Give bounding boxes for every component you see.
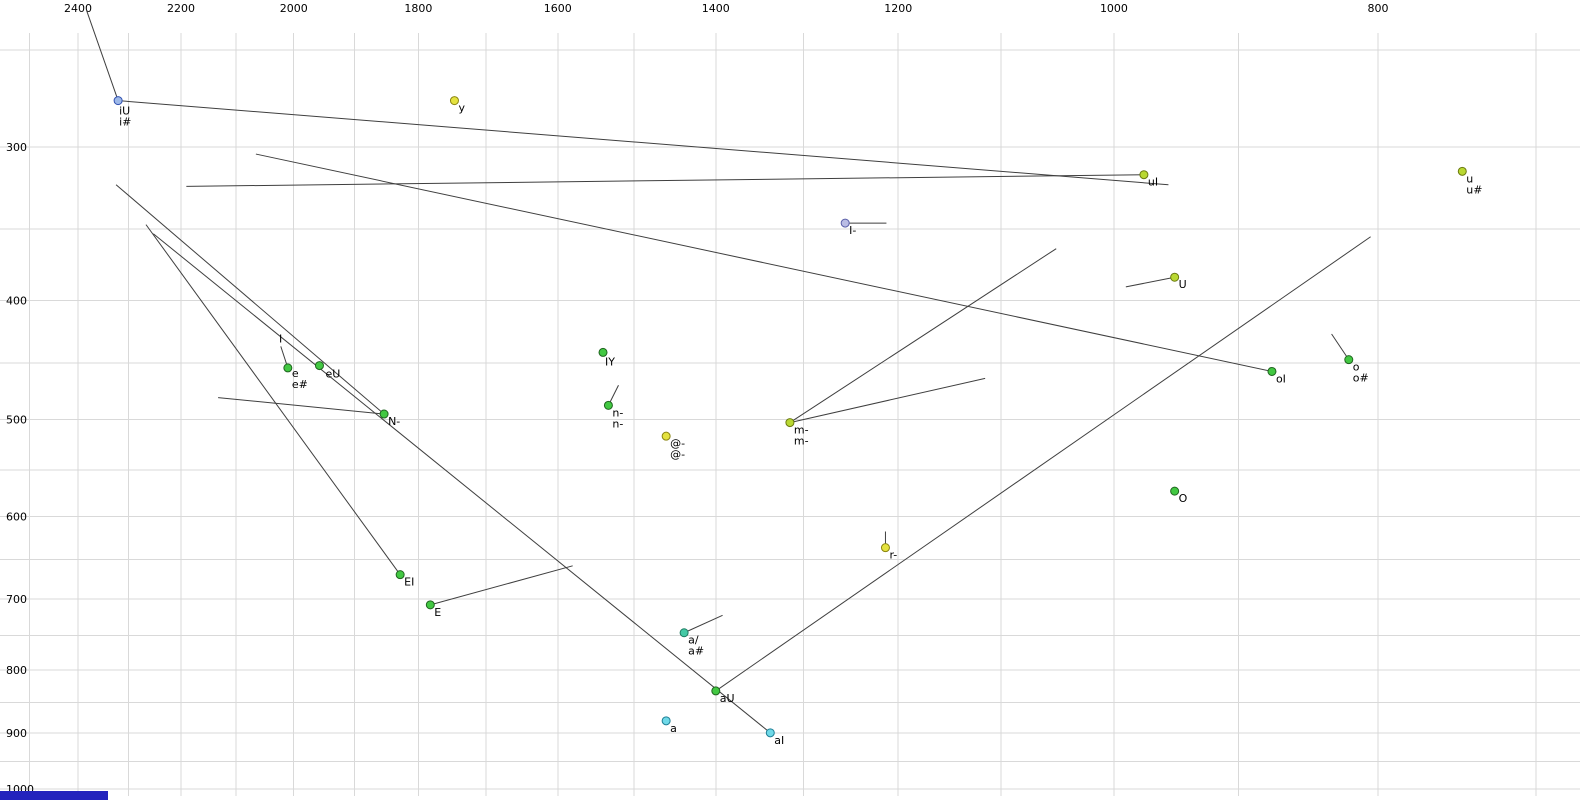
vowel-point[interactable] <box>283 363 293 373</box>
vowel-point-sublabel: m- <box>794 435 809 448</box>
vowel-point[interactable] <box>425 600 435 610</box>
trajectory-line <box>218 397 385 415</box>
y-tick-label: 300 <box>6 141 27 154</box>
vowel-point[interactable] <box>603 400 613 410</box>
vowel-point[interactable] <box>765 728 775 738</box>
trajectory-line <box>430 565 573 606</box>
vowel-point[interactable] <box>1267 366 1277 376</box>
y-tick-label: 600 <box>6 511 27 524</box>
vowel-point-label: O <box>1179 492 1188 505</box>
y-tick-label: 700 <box>6 593 27 606</box>
vowel-point-label: N- <box>388 415 400 428</box>
y-tick-label: 800 <box>6 664 27 677</box>
bottom-taskbar-fragment <box>0 791 108 800</box>
vowel-point-label: @- <box>670 437 685 450</box>
vowel-point-label: aI <box>774 734 784 747</box>
vowel-point-label: I- <box>849 224 856 237</box>
trajectory-line <box>186 174 1144 187</box>
trajectory-line <box>153 233 771 734</box>
vowel-point-label: e <box>292 367 299 380</box>
vowel-point[interactable] <box>1139 170 1149 180</box>
vowel-point[interactable] <box>785 418 795 428</box>
y-tick-label: 900 <box>6 727 27 740</box>
trajectory-line <box>789 248 1057 423</box>
vowel-point-label: eU <box>325 368 340 381</box>
vowel-point[interactable] <box>1457 166 1467 176</box>
trajectory-line <box>683 614 723 634</box>
x-tick-label: 1400 <box>702 2 730 15</box>
vowel-point-label: y <box>458 102 465 115</box>
vowel-point[interactable] <box>395 570 405 580</box>
vowel-point-sublabel: o# <box>1353 372 1369 385</box>
vowel-point[interactable] <box>113 96 123 106</box>
vowel-point-label: iU <box>119 105 130 118</box>
vowel-point-label: a <box>670 722 677 735</box>
vowel-point-label: U <box>1179 278 1187 291</box>
vowel-point-label: E <box>434 606 441 619</box>
trajectory-line <box>1331 333 1350 360</box>
vowel-point-label: EI <box>404 576 414 589</box>
vowel-point[interactable] <box>840 218 850 228</box>
trajectory-line <box>115 184 385 415</box>
vowel-point-label: IY <box>605 355 615 368</box>
x-tick-label: 1000 <box>1100 2 1128 15</box>
x-tick-label: 1200 <box>884 2 912 15</box>
vowel-point-label: u <box>1466 172 1473 185</box>
vowel-point[interactable] <box>679 628 689 638</box>
vowel-point[interactable] <box>449 96 459 106</box>
vowel-point-sublabel: i# <box>119 116 131 129</box>
vowel-point[interactable] <box>598 347 608 357</box>
trajectory-line <box>85 9 119 101</box>
vowel-point-sublabel: e# <box>292 378 308 391</box>
trajectory-line <box>715 236 1371 692</box>
vowel-point-label: a/ <box>688 634 699 647</box>
vowel-point[interactable] <box>1344 355 1354 365</box>
x-tick-label: 2000 <box>280 2 308 15</box>
y-tick-label: 500 <box>6 413 27 426</box>
vowel-point-label: o <box>1353 361 1360 374</box>
vowel-point-sublabel: a# <box>688 645 704 658</box>
trajectory-line <box>145 224 401 575</box>
vowel-point[interactable] <box>379 409 389 419</box>
trajectory-line <box>789 377 986 424</box>
vowel-point[interactable] <box>711 686 721 696</box>
vowel-point[interactable] <box>661 716 671 726</box>
vowel-point-sublabel: n- <box>612 417 623 430</box>
vowel-point-sublabel: u# <box>1466 183 1482 196</box>
x-tick-label: 2200 <box>167 2 195 15</box>
vowel-point-label: n- <box>612 406 623 419</box>
vowel-point[interactable] <box>314 361 324 371</box>
extra-vowel-label: I <box>279 333 282 346</box>
y-tick-label: 400 <box>6 294 27 307</box>
vowel-point-label: m- <box>794 424 809 437</box>
vowel-point[interactable] <box>661 431 671 441</box>
vowel-point[interactable] <box>1170 272 1180 282</box>
vowel-point-sublabel: @- <box>670 448 685 461</box>
x-tick-label: 800 <box>1368 2 1389 15</box>
x-tick-label: 1600 <box>544 2 572 15</box>
vowel-point-label: oI <box>1276 372 1286 385</box>
trajectory-line <box>255 153 1273 372</box>
vowel-point-label: r- <box>889 549 897 562</box>
vowel-point-label: aU <box>720 692 735 705</box>
trajectory-line <box>118 100 1169 186</box>
trajectory-line <box>1125 276 1175 288</box>
vowel-point-label: uI <box>1148 176 1158 189</box>
vowel-point[interactable] <box>880 543 890 553</box>
vowel-point[interactable] <box>1170 486 1180 496</box>
x-tick-label: 1800 <box>404 2 432 15</box>
x-tick-label: 2400 <box>64 2 92 15</box>
